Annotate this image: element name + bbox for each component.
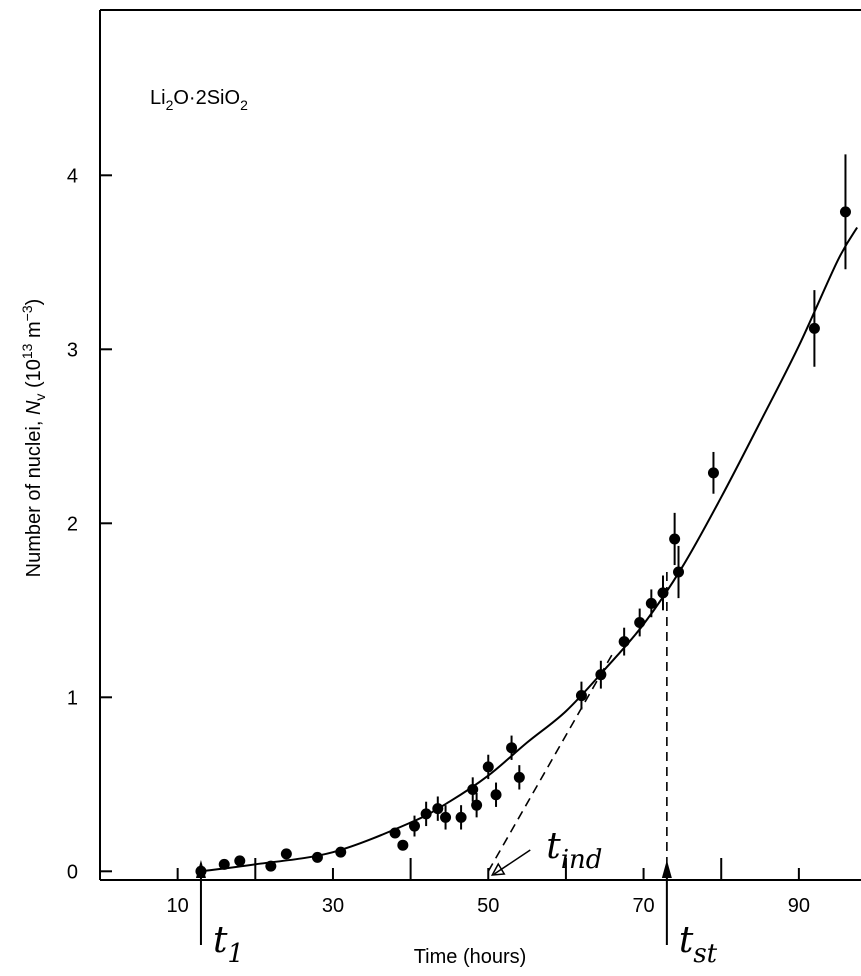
t1-arrow-head bbox=[195, 860, 206, 878]
data-point bbox=[669, 533, 681, 545]
data-point bbox=[808, 322, 820, 334]
y-tick-label: 2 bbox=[67, 513, 78, 535]
fit-curve bbox=[200, 226, 858, 873]
x-tick-label: 50 bbox=[477, 895, 499, 917]
induction-tangent-line bbox=[487, 653, 614, 872]
x-tick-label: 70 bbox=[632, 895, 654, 917]
y-tick-label: 4 bbox=[67, 165, 78, 187]
composition-label: Li2O·2SiO2 bbox=[150, 87, 248, 113]
data-point bbox=[432, 803, 444, 815]
data-point bbox=[839, 206, 851, 218]
y-tick-label: 0 bbox=[67, 861, 78, 883]
x-tick-label: 30 bbox=[322, 895, 344, 917]
data-point bbox=[455, 811, 467, 823]
x-ticks: 10 30 50 70 90 bbox=[167, 858, 810, 917]
data-point bbox=[408, 820, 420, 832]
data-point bbox=[280, 848, 292, 860]
data-point bbox=[234, 855, 246, 867]
data-point bbox=[618, 636, 630, 648]
t-ind-arrow-head bbox=[490, 862, 506, 876]
data-points bbox=[195, 154, 851, 877]
data-point bbox=[471, 799, 483, 811]
data-point bbox=[218, 858, 230, 870]
y-axis-title: Number of nuclei, Nv (1013 m−3) bbox=[19, 299, 48, 578]
data-point bbox=[595, 669, 607, 681]
data-point bbox=[506, 742, 518, 754]
data-point bbox=[575, 690, 587, 702]
data-point bbox=[311, 851, 323, 863]
t-st-arrow-head bbox=[661, 860, 672, 878]
data-point bbox=[673, 566, 685, 578]
data-point bbox=[513, 771, 525, 783]
data-point bbox=[397, 839, 409, 851]
t-ind-label: tind bbox=[546, 826, 602, 875]
data-point bbox=[634, 616, 646, 628]
data-point bbox=[657, 587, 669, 599]
x-tick-label: 10 bbox=[167, 895, 189, 917]
data-point bbox=[335, 846, 347, 858]
y-ticks: 0 1 2 3 4 bbox=[67, 165, 112, 883]
data-point bbox=[482, 761, 494, 773]
data-point bbox=[265, 860, 277, 872]
data-point bbox=[467, 784, 479, 796]
data-point bbox=[490, 789, 502, 801]
t1-label: t1 bbox=[213, 920, 244, 969]
data-point bbox=[707, 467, 719, 479]
data-point bbox=[645, 597, 657, 609]
x-tick-label: 90 bbox=[788, 895, 810, 917]
t-ind-arrow bbox=[493, 849, 531, 875]
y-tick-label: 1 bbox=[67, 687, 78, 709]
data-point bbox=[420, 808, 432, 820]
data-point bbox=[389, 827, 401, 839]
x-axis-title: Time (hours) bbox=[414, 946, 527, 968]
t-st-label: tst bbox=[679, 920, 718, 969]
data-point bbox=[440, 811, 452, 823]
y-tick-label: 3 bbox=[67, 339, 78, 361]
